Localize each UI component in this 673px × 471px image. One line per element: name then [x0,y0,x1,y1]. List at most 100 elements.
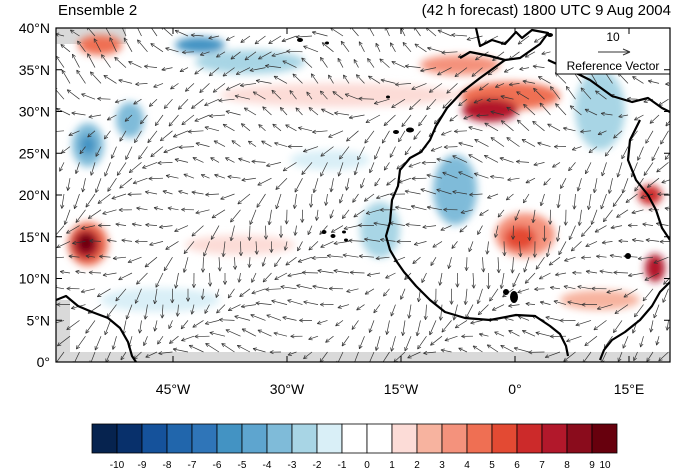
wind-vector [191,98,204,109]
wind-vector [525,301,536,307]
wind-vector [237,193,251,205]
wind-vector [522,330,536,337]
colorbar-box [266,423,293,454]
anomaly-cell [185,235,295,255]
wind-vector [411,83,427,91]
wind-vector [257,177,272,186]
wind-vector [68,130,80,136]
wind-vector [649,320,654,333]
island [625,253,631,259]
wind-vector [214,173,226,179]
wind-vector [449,114,458,122]
wind-vector [167,206,179,211]
land-mask-s [56,352,670,362]
wind-vector [251,159,266,164]
wind-vector [213,140,226,147]
wind-vector [282,162,297,172]
wind-vector [295,107,303,116]
wind-vector [552,162,561,168]
anomaly-cell [560,290,640,310]
colorbar-box [241,423,268,454]
anomaly-cell [462,98,518,122]
wind-vector [581,302,598,307]
wind-vector [162,190,173,195]
wind-vector [564,256,576,262]
wind-vector [494,225,499,238]
wind-vector [75,209,86,223]
wind-vector [312,284,328,290]
y-tick-label: 5°N [27,312,51,328]
wind-vector [369,351,375,362]
wind-vector [459,225,468,233]
colorbar-box [441,423,468,454]
wind-vector [506,106,520,116]
wind-vector [357,146,365,161]
island [321,230,327,234]
wind-vector [516,91,530,100]
wind-vector [631,209,644,215]
wind-vector [56,302,71,307]
wind-vector [508,330,520,337]
wind-vector [95,178,102,193]
wind-vector [640,193,654,199]
wind-vector [447,257,452,269]
wind-vector [385,272,396,279]
wind-vector [408,162,421,168]
wind-vector [138,320,143,334]
wind-vector [194,67,204,75]
wind-vector [168,320,173,330]
wind-vector [142,162,158,169]
anomaly-cell [78,234,94,252]
wind-vector [606,288,623,294]
wind-vector [241,177,257,182]
wind-vector [210,225,220,240]
wind-vector [428,83,443,93]
wind-vector [135,239,148,244]
wind-vector [229,225,235,242]
wind-vector [297,256,313,263]
wind-vector [556,225,561,242]
wind-vector [140,114,148,125]
wind-vector [111,193,127,200]
wind-vector [474,138,489,147]
wind-vector [380,78,396,84]
colorbar-label: 9 [589,460,595,471]
wind-vector [661,179,670,184]
wind-vector [110,146,117,159]
wind-vector [405,222,421,227]
wind-vector [368,320,375,333]
wind-vector [517,288,530,294]
colorbar-box [141,423,168,454]
y-tick-label: 10°N [19,271,50,287]
wind-vector [568,162,576,172]
wind-vector [190,304,195,315]
wind-vector [325,335,334,343]
wind-vector [303,45,319,53]
wind-vector [601,162,607,177]
wind-vector [468,125,483,132]
wind-vector [380,351,390,362]
wind-vector [234,94,251,100]
wind-vector [505,193,514,201]
wind-vector [225,329,241,337]
wind-vector [373,98,390,105]
wind-vector [438,304,443,321]
wind-vector [249,67,266,73]
colorbar-box [216,423,243,454]
wind-vector [79,146,86,155]
wind-vector [74,162,80,174]
wind-vector [267,209,272,226]
wind-vector [118,272,133,281]
wind-vector [541,51,551,56]
wind-vector [131,222,142,227]
wind-vector [426,173,443,179]
wind-vector [122,28,127,37]
wind-vector [383,114,396,127]
wind-vector [163,257,173,272]
wind-vector [165,241,179,250]
wind-vector [230,209,241,223]
wind-vector [508,303,520,308]
wind-vector [643,162,654,176]
wind-vector [85,193,96,208]
wind-vector [463,288,468,305]
